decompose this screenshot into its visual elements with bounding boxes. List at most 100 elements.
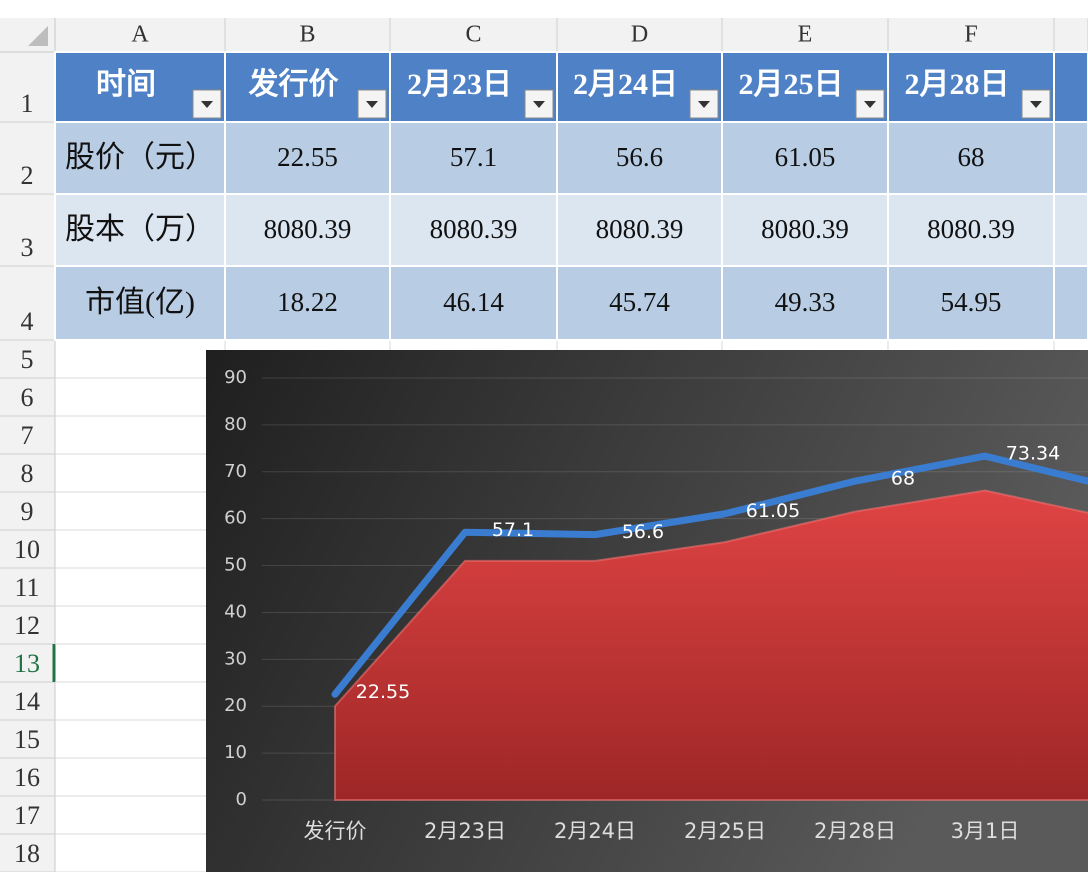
cell-text: 8080.39: [596, 214, 684, 244]
cell-text: 8080.39: [927, 214, 1015, 244]
cell[interactable]: [556, 265, 723, 341]
filter-arrow: [698, 101, 710, 108]
row-header[interactable]: 7: [21, 421, 34, 450]
cell[interactable]: [54, 265, 226, 341]
y-tick-label: 30: [224, 648, 247, 669]
column-header[interactable]: D: [631, 22, 648, 48]
x-tick-label: 2月25日: [684, 819, 766, 843]
header-cell[interactable]: [1053, 51, 1088, 123]
row-header[interactable]: 16: [14, 763, 40, 792]
select-all-corner[interactable]: [28, 26, 48, 46]
x-tick-label: 2月28日: [814, 819, 896, 843]
cell-text: 股本（万）: [65, 213, 215, 246]
cell[interactable]: [1053, 265, 1088, 341]
data-label: 68: [891, 468, 915, 490]
row-header[interactable]: 18: [14, 839, 40, 868]
chart: 0 10 20 30 40 50 60 70 80 90 发行价 2月23日 2月24日 2月25日 2月2…: [206, 350, 1088, 872]
row-header[interactable]: 15: [14, 725, 40, 754]
y-tick-label: 0: [236, 789, 247, 810]
column-header[interactable]: F: [964, 22, 977, 48]
cell-text: 18.22: [277, 287, 338, 317]
cell-text: 市值(亿): [85, 286, 195, 319]
cell[interactable]: [887, 193, 1055, 267]
cell[interactable]: [1053, 193, 1088, 267]
y-tick-label: 80: [224, 414, 247, 435]
cell-text: 49.33: [775, 287, 836, 317]
row-header[interactable]: 5: [21, 345, 34, 374]
header-cell-text: 发行价: [248, 68, 339, 101]
column-header[interactable]: A: [131, 22, 149, 48]
data-label: 22.55: [356, 681, 410, 703]
cell-text: 22.55: [277, 142, 338, 172]
cell-text: 61.05: [775, 142, 836, 172]
cell[interactable]: [224, 265, 391, 341]
y-tick-label: 50: [224, 555, 247, 576]
row-header[interactable]: 17: [14, 801, 40, 830]
cell[interactable]: [556, 193, 723, 267]
filter-arrow: [533, 101, 545, 108]
cell-text: 45.74: [609, 287, 670, 317]
cell[interactable]: [887, 265, 1055, 341]
filter-arrow: [201, 101, 213, 108]
row-header[interactable]: 1: [21, 89, 34, 118]
area: [334, 489, 1088, 801]
header-cell-text: 2月25日: [739, 68, 844, 101]
cell-text: 54.95: [941, 287, 1002, 317]
header-cell-text: 2月24日: [573, 68, 678, 101]
cell[interactable]: [389, 265, 558, 341]
row-header[interactable]: 4: [21, 307, 34, 336]
x-tick-label: 3月1日: [951, 819, 1020, 843]
row-header-bar: [0, 52, 55, 872]
row-header[interactable]: 10: [14, 535, 40, 564]
cell[interactable]: [1053, 121, 1088, 195]
line: [331, 452, 1088, 698]
header-cell-text: 2月28日: [905, 68, 1010, 101]
x-tick-label: 发行价: [304, 819, 367, 843]
cell[interactable]: [721, 121, 889, 195]
data-label: 56.6: [622, 521, 664, 543]
filter-arrow: [366, 101, 378, 108]
row-header[interactable]: 13: [14, 649, 40, 678]
row-header[interactable]: 3: [21, 233, 34, 262]
cell-text: 57.1: [450, 142, 497, 172]
column-header[interactable]: E: [798, 22, 813, 48]
y-tick-label: 40: [224, 601, 247, 622]
cell[interactable]: [54, 121, 226, 195]
y-tick-label: 10: [224, 742, 247, 763]
cell[interactable]: [224, 193, 391, 267]
y-tick-label: 90: [224, 367, 247, 388]
filter-arrow: [1030, 101, 1042, 108]
data-label: 73.34: [1006, 443, 1060, 465]
column-header[interactable]: C: [465, 22, 481, 48]
y-tick-label: 70: [224, 461, 247, 482]
y-tick-label: 20: [224, 695, 247, 716]
cell-text: 8080.39: [430, 214, 518, 244]
row-header[interactable]: 9: [21, 497, 34, 526]
cell-text: 8080.39: [264, 214, 352, 244]
row-header[interactable]: 2: [21, 161, 34, 190]
cell-text: 股价（元）: [65, 141, 215, 174]
row-header[interactable]: 12: [14, 611, 40, 640]
header-cell-text: 时间: [96, 68, 156, 101]
y-tick-label: 60: [224, 508, 247, 529]
row-header[interactable]: 6: [21, 383, 34, 412]
data-label: 61.05: [746, 500, 800, 522]
cell-text: 68: [958, 142, 985, 172]
data-label: 57.1: [492, 519, 534, 541]
cell-text: 46.14: [443, 287, 504, 317]
cell-text: 56.6: [616, 142, 663, 172]
cell[interactable]: [54, 193, 226, 267]
cell-text: 8080.39: [761, 214, 849, 244]
filter-arrow: [864, 101, 876, 108]
cell[interactable]: [556, 121, 723, 195]
column-header[interactable]: B: [299, 22, 315, 48]
x-tick-label: 2月24日: [554, 819, 636, 843]
row-header[interactable]: 11: [14, 573, 39, 602]
row-header[interactable]: 14: [14, 687, 40, 716]
row-header[interactable]: 8: [21, 459, 34, 488]
column-header-bar: [0, 18, 1088, 52]
x-tick-label: 2月23日: [424, 819, 506, 843]
